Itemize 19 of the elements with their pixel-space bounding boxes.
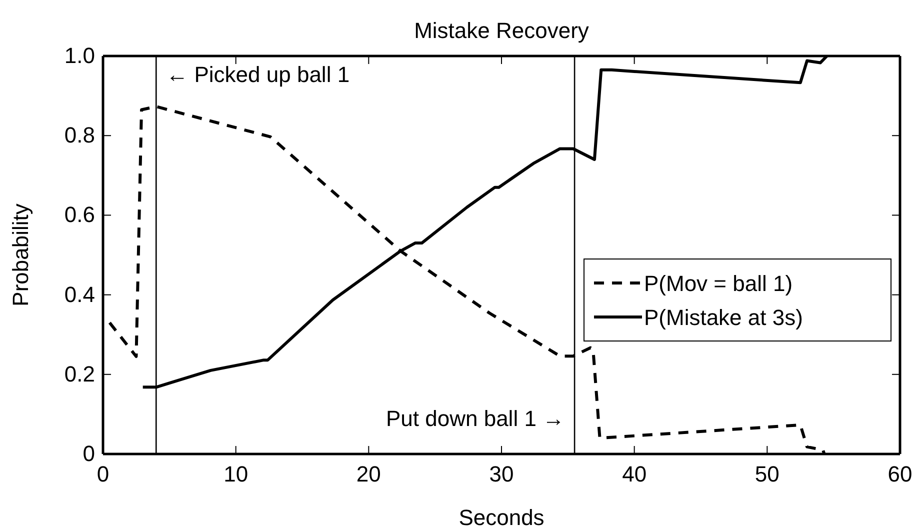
y-tick-label: 0.2 — [64, 361, 95, 386]
y-tick-label: 0.4 — [64, 282, 95, 307]
legend-label: P(Mistake at 3s) — [644, 305, 803, 330]
x-tick-label: 30 — [489, 462, 514, 487]
y-axis-title: Probability — [8, 204, 33, 306]
y-tick-label: 0.8 — [64, 122, 95, 148]
y-tick-label: 1.0 — [64, 43, 95, 68]
chart-title: Mistake Recovery — [414, 18, 589, 43]
x-tick-label: 60 — [888, 462, 912, 487]
x-tick-label: 10 — [224, 462, 248, 487]
y-tick-label: 0.6 — [64, 202, 95, 228]
x-tick-label: 40 — [622, 462, 647, 487]
x-tick-label: 20 — [356, 462, 381, 487]
legend-label: P(Mov = ball 1) — [644, 271, 793, 296]
y-tick-label: 0 — [82, 441, 95, 466]
ref-line-label: Put down ball 1 → — [386, 406, 565, 431]
ref-line-label: ← Picked up ball 1 — [166, 62, 350, 87]
x-tick-label: 50 — [754, 462, 780, 487]
x-axis-title: Seconds — [458, 505, 544, 529]
